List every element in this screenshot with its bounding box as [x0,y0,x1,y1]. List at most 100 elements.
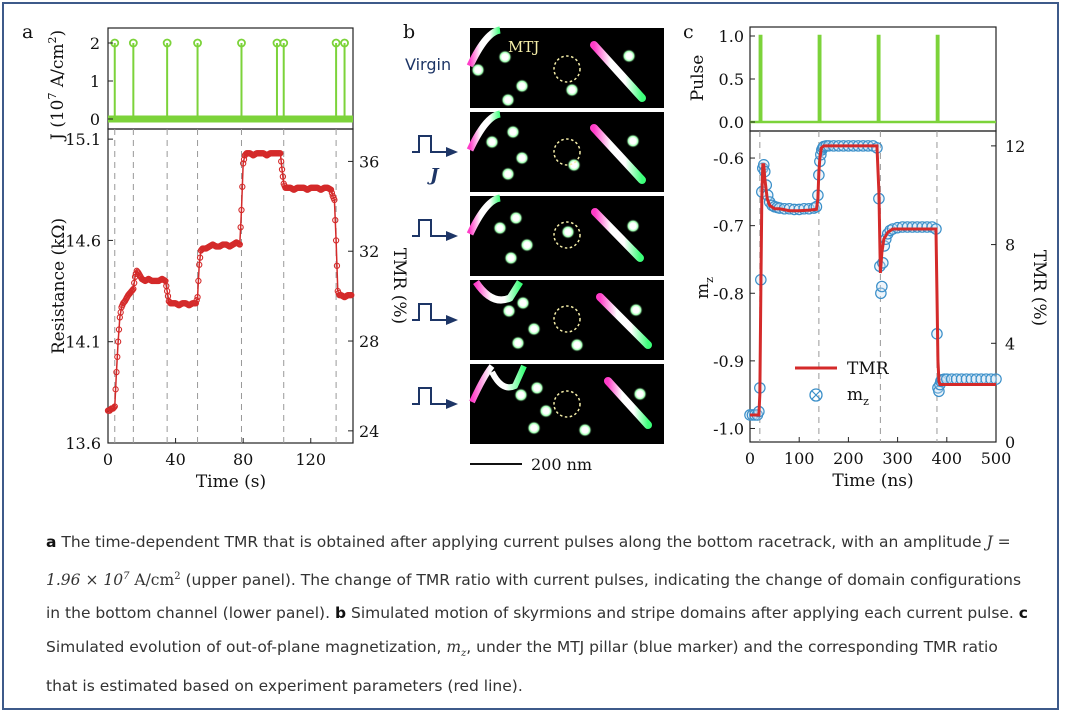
x-tick-label: 500 [981,449,1012,468]
resistance-point [114,338,122,345]
resistance-point [278,158,285,165]
skyrmion [520,238,534,252]
arrow-head [446,147,458,157]
y-tick-label: -0.7 [713,217,744,236]
plot-frame [749,26,997,132]
y-tick-label: 13.6 [65,434,101,453]
skyrmion [509,211,523,225]
y-tick-label: -0.6 [713,149,744,168]
skyrmion [539,404,553,418]
skyrmion [567,158,581,172]
y-tick-label: 0.5 [719,70,744,89]
legend-tmr-label: TMR [847,359,890,379]
panel-label-b: b [403,21,415,43]
skyrmion [527,322,541,336]
y-ticks: 0 1 2 [90,34,113,129]
legend-mz-marker-cross [811,390,821,400]
skyrmion [504,251,518,265]
edge-domain [466,110,501,152]
axis-ticks: 0 100 200 300 400 500 -1.0 -0.9 -0.8 -0.7 -0.6 0 4 8 1… [713,137,1025,468]
y-ticks: 0.0 0.5 1.0 [719,27,755,132]
chart-c-bottom: 0 100 200 300 400 500 -1.0 -0.9 -0.8 -0.7 -0.6 0 4 8 1… [693,130,1049,491]
y2-tick-label: 8 [1005,236,1015,255]
x-tick-label: 0 [103,450,113,469]
current-j-label: J [427,165,440,186]
virgin-label: Virgin [405,55,451,74]
pulse-arrow-icon [412,135,458,157]
x-axis-label: Time (ns) [832,471,913,491]
skyrmion [626,134,640,148]
pulse-marker [162,38,172,48]
caption-label-c: c [1018,604,1028,623]
skyrmion [515,79,529,93]
y-tick-label: 14.1 [65,333,101,352]
y2-axis-label: TMR (%) [1029,250,1049,326]
skyrmion [498,50,512,64]
skyrmion [485,135,499,149]
y2-tick-label: 12 [1005,137,1025,156]
resistance-point [112,386,119,393]
pulse-arrow-icon [412,303,458,325]
resistance-point [236,241,243,248]
edge-domain [473,279,523,304]
x-tick-label: 200 [833,449,864,468]
arrow-head [446,399,458,409]
mtj-circle [553,55,581,83]
resistance-point [332,217,339,224]
frame-background [470,364,664,444]
chart-c-top: 0.0 0.5 1.0 Pulse [688,26,997,132]
resistance-point [115,326,123,333]
resistance-point [279,173,287,180]
legend: TMR mz [795,359,890,408]
caption-b-text: Simulated motion of skyrmions and stripe… [346,604,1019,623]
skyrmion [622,49,636,63]
skyrmion [493,221,507,235]
pulse-line [750,34,996,124]
resistance-point [129,286,136,294]
skyrmion [565,83,579,97]
x-axis-label: Time (s) [196,472,266,492]
resistance-point [238,206,245,214]
x-tick-label: 120 [295,450,326,469]
pulse-marker [331,38,341,48]
y-axis-label: Resistance (kΩ) [49,218,69,354]
caption-c-text-1: Simulated evolution of out-of-plane magn… [46,637,447,656]
y2-tick-label: 24 [359,422,379,441]
x-tick-label: 80 [233,450,253,469]
stripe-domain [590,124,646,184]
mz-point [876,280,888,293]
simulation-frame [466,194,664,276]
stripe-domain [591,208,644,262]
mtj-label: MTJ [508,38,539,56]
resistance-point [196,261,203,268]
caption-label-a: a [46,533,57,551]
arrow-head [446,231,458,241]
skyrmion [633,387,647,401]
stripe-domain [590,41,646,102]
skyrmion [527,421,541,435]
stripe-domain [596,293,652,349]
x-tick-label: 300 [882,449,913,468]
frame-background [470,280,664,360]
edge-domain [466,194,501,236]
mtj-circle [553,390,581,418]
y2-tick-label: 32 [359,242,379,261]
x-tick-label: 100 [784,449,815,468]
axis-ticks: 0 40 80 120 13.6 14.1 14.6 15.1 24 28 32 36 [65,130,379,469]
skyrmion [516,296,530,310]
pulse-marker [340,38,349,48]
skyrmion [506,125,520,139]
frame-background [470,112,664,192]
pulse-series [750,34,996,124]
legend-mz-marker [809,388,823,402]
y-tick-label: 14.6 [65,231,101,250]
resistance-point [239,183,246,190]
mtj-circle [553,305,581,333]
resistance-point [195,277,202,285]
y2-tick-label: 4 [1005,334,1015,353]
mtj-circle [553,138,581,166]
resistance-point [348,291,355,299]
pulse-guide-lines [114,129,337,443]
pulse-arrow-icon [412,219,458,241]
y-tick-label: -0.8 [713,284,744,303]
